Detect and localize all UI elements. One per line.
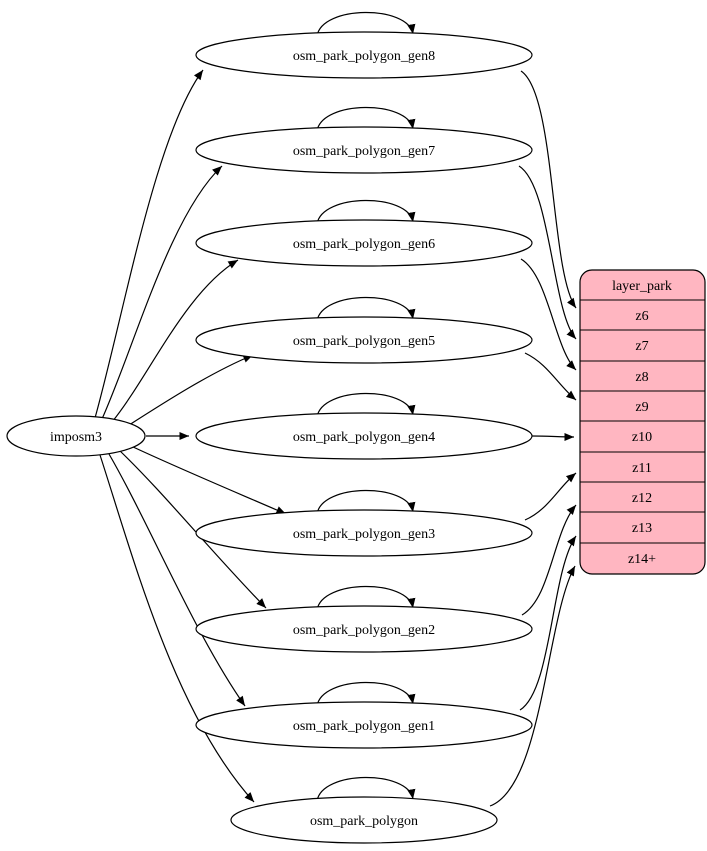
edge-imposm3-to-gen8 bbox=[94, 69, 204, 419]
imposm3-ellipse bbox=[6, 415, 146, 457]
layer-park-row-z12: z12 bbox=[632, 491, 652, 506]
layer-park-row-z11: z11 bbox=[632, 461, 652, 476]
imposm3-label: imposm3 bbox=[50, 430, 102, 445]
edge-gen2-to-z12 bbox=[521, 504, 577, 616]
self-loop-gen6 bbox=[316, 199, 416, 225]
self-loop-gen2 bbox=[316, 585, 416, 611]
self-loop-gen1 bbox=[316, 681, 416, 707]
node-imposm3: imposm3 bbox=[6, 415, 146, 457]
edge-gen7-to-z7 bbox=[518, 165, 577, 340]
edge-imposm3-to-gen1 bbox=[108, 453, 246, 707]
self-loop-gen7 bbox=[316, 106, 416, 132]
edge-gen6-to-z8 bbox=[520, 258, 577, 371]
layer-park-body bbox=[579, 269, 706, 575]
layer-park-row-z10: z10 bbox=[632, 430, 652, 445]
self-loop-gen8 bbox=[316, 11, 416, 37]
edge-polygon-to-z14 bbox=[489, 565, 576, 807]
gen7-label: osm_park_polygon_gen7 bbox=[293, 144, 435, 159]
edge-imposm3-to-gen2 bbox=[118, 449, 267, 609]
edge-gen3-to-z11 bbox=[524, 472, 577, 521]
edge-gen4-to-z10 bbox=[531, 432, 575, 442]
edge-gen1-to-z13 bbox=[519, 535, 577, 711]
edge-imposm3-to-gen6 bbox=[111, 259, 239, 423]
edge-gen8-to-z6 bbox=[520, 70, 577, 309]
self-loop-gen3 bbox=[316, 489, 416, 515]
gen1-ellipse bbox=[195, 701, 533, 749]
node-layer-park: layer_park z6 z7 z8 z9 z10 z11 z12 z13 z… bbox=[579, 269, 706, 575]
layer-park-row-z13: z13 bbox=[632, 521, 652, 536]
polygon-ellipse bbox=[230, 796, 498, 844]
layer-park-row-z14: z14+ bbox=[628, 552, 656, 567]
gen1-label: osm_park_polygon_gen1 bbox=[293, 719, 435, 734]
node-osm-park-polygon-gen2: osm_park_polygon_gen2 bbox=[195, 605, 533, 653]
node-osm-park-polygon-gen3: osm_park_polygon_gen3 bbox=[195, 509, 533, 557]
gen3-label: osm_park_polygon_gen3 bbox=[293, 527, 435, 542]
gen2-ellipse bbox=[195, 605, 533, 653]
gen3-ellipse bbox=[195, 509, 533, 557]
gen8-ellipse bbox=[195, 31, 533, 79]
gen4-ellipse bbox=[195, 412, 533, 460]
edge-imposm3-to-gen5 bbox=[125, 354, 254, 428]
gen6-ellipse bbox=[195, 219, 533, 267]
gen7-ellipse bbox=[195, 126, 533, 174]
edge-imposm3-to-gen3 bbox=[130, 445, 287, 515]
node-osm-park-polygon-gen5: osm_park_polygon_gen5 bbox=[195, 316, 533, 364]
node-osm-park-polygon-gen8: osm_park_polygon_gen8 bbox=[195, 31, 533, 79]
gen4-label: osm_park_polygon_gen4 bbox=[293, 430, 435, 445]
gen2-label: osm_park_polygon_gen2 bbox=[293, 623, 435, 638]
layer-park-row-z8: z8 bbox=[635, 370, 648, 385]
layer-park-row-z6: z6 bbox=[635, 309, 648, 324]
edge-gen5-to-z9 bbox=[524, 352, 577, 401]
self-loop-polygon bbox=[316, 776, 416, 802]
gen5-ellipse bbox=[195, 316, 533, 364]
self-loop-gen4 bbox=[316, 392, 416, 418]
node-osm-park-polygon: osm_park_polygon bbox=[230, 796, 498, 844]
node-osm-park-polygon-gen6: osm_park_polygon_gen6 bbox=[195, 219, 533, 267]
edge-imposm3-to-polygon bbox=[99, 454, 255, 803]
layer-park-title: layer_park bbox=[612, 279, 672, 294]
edge-imposm3-to-gen7 bbox=[101, 165, 223, 420]
self-loop-gen5 bbox=[316, 296, 416, 322]
gen5-label: osm_park_polygon_gen5 bbox=[293, 334, 435, 349]
node-osm-park-polygon-gen7: osm_park_polygon_gen7 bbox=[195, 126, 533, 174]
node-osm-park-polygon-gen1: osm_park_polygon_gen1 bbox=[195, 701, 533, 749]
gen8-label: osm_park_polygon_gen8 bbox=[293, 49, 435, 64]
node-osm-park-polygon-gen4: osm_park_polygon_gen4 bbox=[195, 412, 533, 460]
polygon-label: osm_park_polygon bbox=[310, 814, 418, 829]
layer-park-row-z9: z9 bbox=[635, 400, 648, 415]
layer-park-row-z7: z7 bbox=[635, 339, 648, 354]
gen6-label: osm_park_polygon_gen6 bbox=[293, 237, 435, 252]
